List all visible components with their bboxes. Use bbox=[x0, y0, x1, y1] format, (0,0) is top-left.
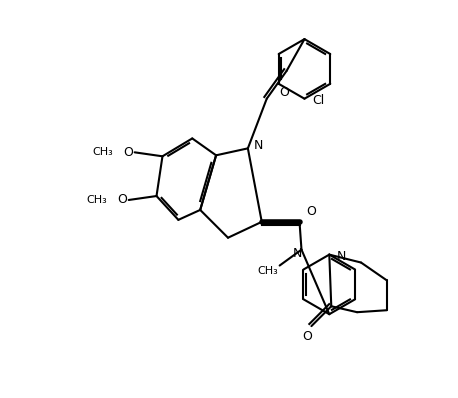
Text: CH₃: CH₃ bbox=[86, 195, 107, 205]
Text: O: O bbox=[123, 146, 133, 159]
Text: O: O bbox=[303, 330, 312, 343]
Text: O: O bbox=[117, 193, 127, 207]
Text: O: O bbox=[280, 86, 289, 99]
Text: CH₃: CH₃ bbox=[257, 267, 278, 277]
Text: N: N bbox=[293, 247, 302, 260]
Text: N: N bbox=[254, 139, 263, 152]
Text: CH₃: CH₃ bbox=[92, 147, 113, 157]
Text: O: O bbox=[306, 205, 316, 219]
Text: Cl: Cl bbox=[312, 94, 325, 107]
Text: N: N bbox=[337, 250, 347, 263]
